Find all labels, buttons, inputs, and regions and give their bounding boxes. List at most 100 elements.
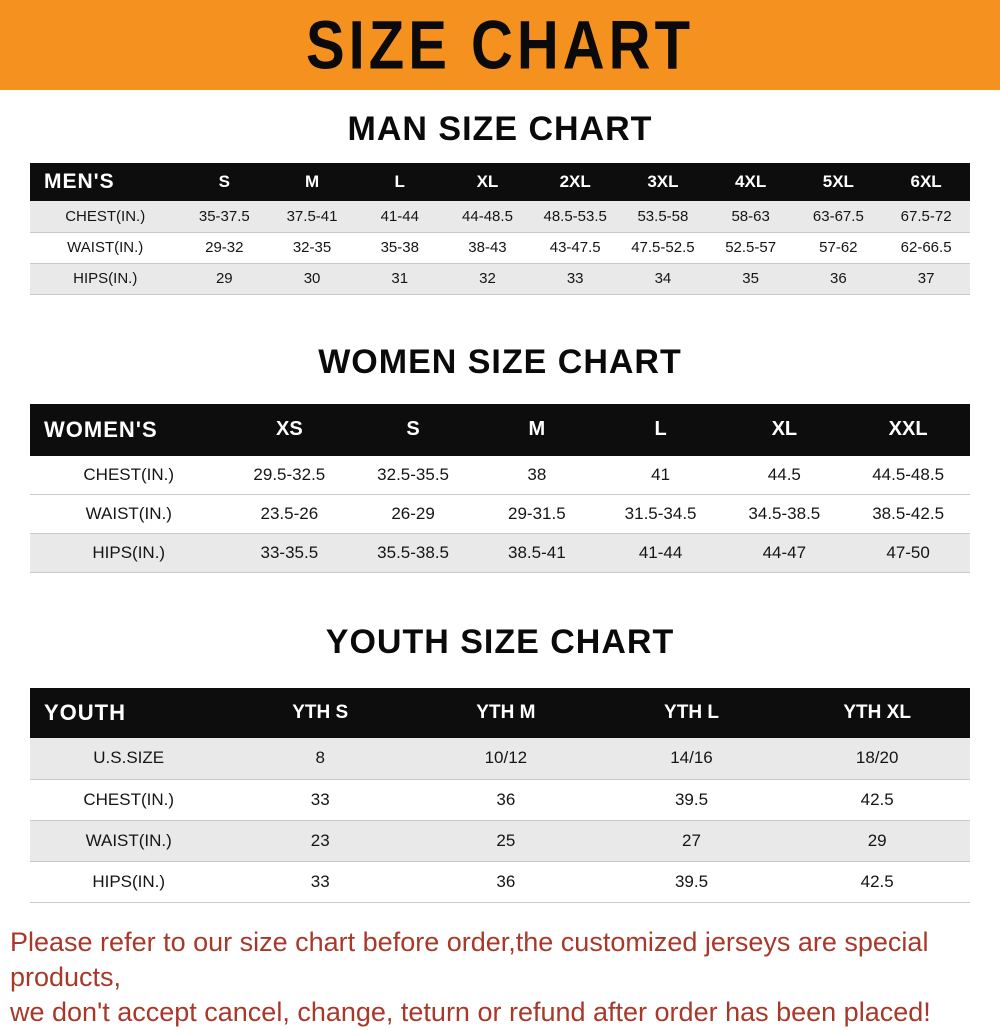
size-cell: 34 xyxy=(654,270,672,287)
size-cell: 33 xyxy=(310,789,330,809)
size-cell: 27 xyxy=(682,830,701,850)
size-cell: 47-50 xyxy=(886,543,930,562)
size-cell: 39.5 xyxy=(674,871,709,891)
size-cell: 8 xyxy=(315,748,325,768)
men-hips-row: HIPS(IN.) 29 30 31 32 33 34 35 36 37 xyxy=(30,263,970,294)
size-cell: 62-66.5 xyxy=(900,239,952,256)
men-section-heading: MAN SIZE CHART xyxy=(347,110,653,148)
row-label: WAIST(IN.) xyxy=(85,504,172,523)
size-cell: 29 xyxy=(867,830,887,850)
row-label: HIPS(IN.) xyxy=(92,543,166,562)
order-disclaimer: Please refer to our size chart before or… xyxy=(10,925,1000,1030)
youth-waist-row: WAIST(IN.) 23 25 27 29 xyxy=(30,820,970,861)
size-column-header: XL xyxy=(722,403,847,456)
men-header-row: MEN'S S M L XL 2XL 3XL 4XL 5XL 6XL xyxy=(30,163,970,201)
size-cell: 31.5-34.5 xyxy=(624,504,697,523)
size-column-header: 3XL xyxy=(619,163,707,201)
size-column-header: M xyxy=(268,163,356,201)
row-label: WAIST(IN.) xyxy=(85,830,172,850)
size-cell: 36 xyxy=(496,789,516,809)
size-cell: 30 xyxy=(303,270,321,287)
size-cell: 38.5-42.5 xyxy=(872,504,945,523)
women-size-table: WOMEN'S XS S M L XL XXL CHEST(IN.) 29.5-… xyxy=(30,403,970,574)
women-header-row: WOMEN'S XS S M L XL XXL xyxy=(30,403,970,456)
size-cell: 67.5-72 xyxy=(900,207,952,225)
size-cell: 41-44 xyxy=(638,543,683,562)
women-section-heading: WOMEN SIZE CHART xyxy=(318,342,682,381)
size-cell: 18/20 xyxy=(855,748,899,768)
women-table-title: WOMEN'S xyxy=(30,403,228,456)
size-cell: 23.5-26 xyxy=(260,504,319,523)
size-cell: 57-62 xyxy=(819,239,858,256)
size-cell: 34.5-38.5 xyxy=(748,504,821,523)
size-column-header: S xyxy=(180,163,269,201)
size-column-header: 6XL xyxy=(882,163,970,201)
size-column-header: YTH M xyxy=(413,688,599,738)
size-cell: 29.5-32.5 xyxy=(253,464,326,484)
disclaimer-line-1: Please refer to our size chart before or… xyxy=(10,926,929,992)
size-cell: 14/16 xyxy=(670,748,713,768)
banner: SIZE CHART xyxy=(0,0,1000,90)
youth-chest-row: CHEST(IN.) 33 36 39.5 42.5 xyxy=(30,779,970,820)
size-cell: 63-67.5 xyxy=(812,207,864,225)
row-label: CHEST(IN.) xyxy=(65,207,146,225)
size-cell: 25 xyxy=(496,830,516,850)
size-column-header: M xyxy=(474,403,599,456)
size-column-header: L xyxy=(598,403,723,456)
row-label: U.S.SIZE xyxy=(93,748,165,768)
row-label: HIPS(IN.) xyxy=(73,270,138,287)
size-cell: 39.5 xyxy=(674,789,709,809)
size-cell: 44.5-48.5 xyxy=(872,464,945,484)
size-cell: 35 xyxy=(742,270,759,287)
size-cell: 32-35 xyxy=(292,239,332,256)
size-cell: 31 xyxy=(391,270,409,287)
size-cell: 48.5-53.5 xyxy=(543,207,607,225)
size-column-header: YTH XL xyxy=(784,688,970,738)
size-cell: 36 xyxy=(496,871,516,891)
size-cell: 52.5-57 xyxy=(725,239,777,256)
size-cell: 35-37.5 xyxy=(198,207,250,225)
size-column-header: XS xyxy=(227,403,352,456)
size-cell: 10/12 xyxy=(484,748,528,768)
size-column-header: 5XL xyxy=(794,163,883,201)
size-cell: 41 xyxy=(651,464,671,484)
size-cell: 32 xyxy=(479,270,496,287)
size-cell: 37 xyxy=(917,270,935,287)
size-cell: 33-35.5 xyxy=(260,543,319,562)
size-cell: 42.5 xyxy=(860,871,894,891)
size-column-header: XXL xyxy=(846,403,970,456)
size-cell: 38 xyxy=(527,464,547,484)
size-cell: 43-47.5 xyxy=(549,239,601,256)
size-cell: 36 xyxy=(830,270,847,287)
youth-section-heading: YOUTH SIZE CHART xyxy=(325,623,675,661)
size-cell: 47.5-52.5 xyxy=(631,239,695,256)
row-label: CHEST(IN.) xyxy=(83,789,175,809)
row-label: CHEST(IN.) xyxy=(83,464,175,484)
size-cell: 35-38 xyxy=(380,239,419,256)
size-cell: 29-31.5 xyxy=(508,504,566,523)
size-column-header: YTH L xyxy=(598,688,785,738)
youth-hips-row: HIPS(IN.) 33 36 39.5 42.5 xyxy=(30,861,970,902)
size-cell: 35.5-38.5 xyxy=(377,543,450,562)
size-cell: 23 xyxy=(310,830,330,850)
size-column-header: 4XL xyxy=(706,163,795,201)
size-cell: 41-44 xyxy=(380,207,419,225)
size-column-header: S xyxy=(351,403,475,456)
youth-table-title: YOUTH xyxy=(30,688,228,738)
men-table-title: MEN'S xyxy=(30,163,181,201)
size-cell: 58-63 xyxy=(731,207,770,225)
size-cell: 26-29 xyxy=(391,504,435,523)
size-cell: 32.5-35.5 xyxy=(377,464,450,484)
size-column-header: L xyxy=(355,163,444,201)
size-cell: 44.5 xyxy=(767,464,801,484)
row-label: WAIST(IN.) xyxy=(67,239,144,256)
men-waist-row: WAIST(IN.) 29-32 32-35 35-38 38-43 43-47… xyxy=(30,232,970,263)
size-cell: 37.5-41 xyxy=(286,207,338,225)
size-cell: 42.5 xyxy=(860,789,894,809)
size-cell: 29 xyxy=(215,270,233,287)
size-column-header: 2XL xyxy=(531,163,620,201)
size-cell: 38.5-41 xyxy=(508,543,566,562)
size-cell: 33 xyxy=(310,871,330,891)
size-cell: 29-32 xyxy=(205,239,244,256)
